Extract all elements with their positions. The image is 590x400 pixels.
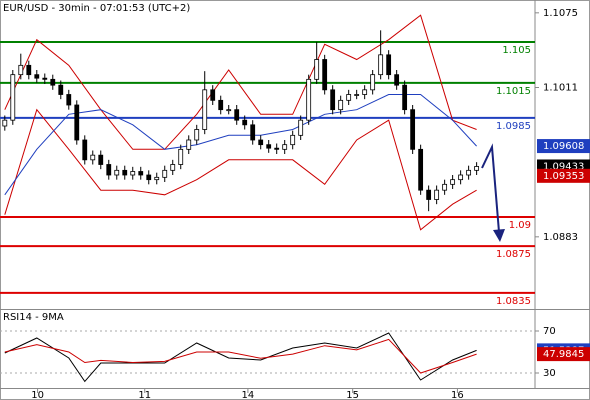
candle-body xyxy=(418,148,424,191)
candle-body xyxy=(322,59,328,91)
candle-body xyxy=(146,174,152,181)
candle-body xyxy=(330,89,336,111)
price-tag xyxy=(537,168,590,183)
level-label: 1.0985 xyxy=(496,121,531,132)
candle-body xyxy=(186,139,192,150)
candle-body xyxy=(274,147,280,150)
price-tag xyxy=(537,139,590,154)
candle-body xyxy=(298,119,304,136)
candle-body xyxy=(42,77,48,80)
plot: 1.1075 1.1011 1.0883 1.105 1.1015 1.0985 1.09 1… xyxy=(0,8,590,400)
candle-body xyxy=(98,154,104,165)
price-tag-label: 1.09433 xyxy=(543,161,584,172)
candle-body xyxy=(226,109,232,112)
candle-body xyxy=(234,109,240,121)
candle-body xyxy=(282,144,288,150)
candle-body xyxy=(18,64,24,76)
candle-body xyxy=(434,189,440,200)
candle-body xyxy=(82,139,88,161)
candle-body xyxy=(402,84,408,111)
candle-body xyxy=(466,169,472,176)
x-tick-label: 11 xyxy=(138,390,151,400)
candle-body xyxy=(58,84,64,95)
candle-body xyxy=(202,89,208,130)
price-tag xyxy=(537,347,590,362)
price-tag-label: 47.9845 xyxy=(543,349,584,360)
candle-body xyxy=(426,189,432,200)
level-label: 1.105 xyxy=(502,45,531,56)
rsi-title: RSI14 - 9MA xyxy=(3,312,64,323)
candle-body xyxy=(210,89,216,101)
candle-body xyxy=(242,119,248,126)
level-label: 1.09 xyxy=(509,220,531,231)
candle-body xyxy=(2,119,8,127)
level-label: 1.1015 xyxy=(496,86,531,97)
candle-body xyxy=(266,144,272,149)
candle-body xyxy=(370,74,376,91)
x-tick-label: 16 xyxy=(451,390,464,400)
candle-body xyxy=(122,169,128,176)
y-tick-label: 1.1011 xyxy=(543,83,578,94)
candle-body xyxy=(50,78,56,86)
candle-body xyxy=(162,169,168,178)
candle-body xyxy=(138,171,144,176)
level-label: 1.0875 xyxy=(496,249,531,260)
candle-body xyxy=(10,74,16,121)
candle-body xyxy=(362,89,368,95)
candle-body xyxy=(290,134,296,146)
candle-body xyxy=(34,74,40,79)
y-tick-label: 30 xyxy=(543,368,556,379)
forecast-arrowhead xyxy=(493,229,505,242)
x-tick-label: 10 xyxy=(31,390,44,400)
candle-body xyxy=(26,64,32,76)
x-tick-label: 14 xyxy=(242,390,255,400)
candle-body xyxy=(450,179,456,185)
indicator-line xyxy=(4,338,477,374)
candle-body xyxy=(314,59,320,80)
candle-body xyxy=(474,166,480,171)
candle-body xyxy=(90,154,96,161)
price-tag-label: 1.09608 xyxy=(543,141,584,152)
candle-body xyxy=(170,164,176,171)
y-tick-label: 1.1075 xyxy=(543,8,578,19)
indicator-line xyxy=(4,332,477,383)
candle-body xyxy=(250,124,256,141)
candle-body xyxy=(386,54,392,76)
candle-body xyxy=(394,74,400,86)
chart-title: EUR/USD - 30min - 07:01:53 (UTC+2) xyxy=(3,3,190,14)
candle-body xyxy=(154,176,160,181)
y-tick-label: 1.0883 xyxy=(543,232,578,243)
candle-body xyxy=(258,139,264,146)
candle-body xyxy=(218,99,224,111)
y-tick-label: 70 xyxy=(543,326,556,337)
candle-body xyxy=(442,183,448,191)
candle-body xyxy=(106,164,112,176)
candle-body xyxy=(354,94,360,96)
candle-body xyxy=(410,109,416,150)
candle-body xyxy=(130,171,136,176)
indicator-line xyxy=(4,108,477,231)
forecast-arrow xyxy=(481,143,500,233)
candle-body xyxy=(378,54,384,76)
candle-body xyxy=(306,78,312,121)
level-label: 1.0835 xyxy=(496,296,531,307)
x-tick-label: 15 xyxy=(346,390,359,400)
candle-body xyxy=(458,174,464,181)
candle-body xyxy=(74,104,80,141)
indicator-line xyxy=(4,14,477,150)
candle-body xyxy=(114,169,120,176)
candle-body xyxy=(66,94,72,106)
candle-body xyxy=(178,148,184,165)
candle-body xyxy=(194,129,200,141)
candle-body xyxy=(346,94,352,101)
price-tag-label: 1.09353 xyxy=(543,171,584,182)
candle-body xyxy=(338,99,344,111)
